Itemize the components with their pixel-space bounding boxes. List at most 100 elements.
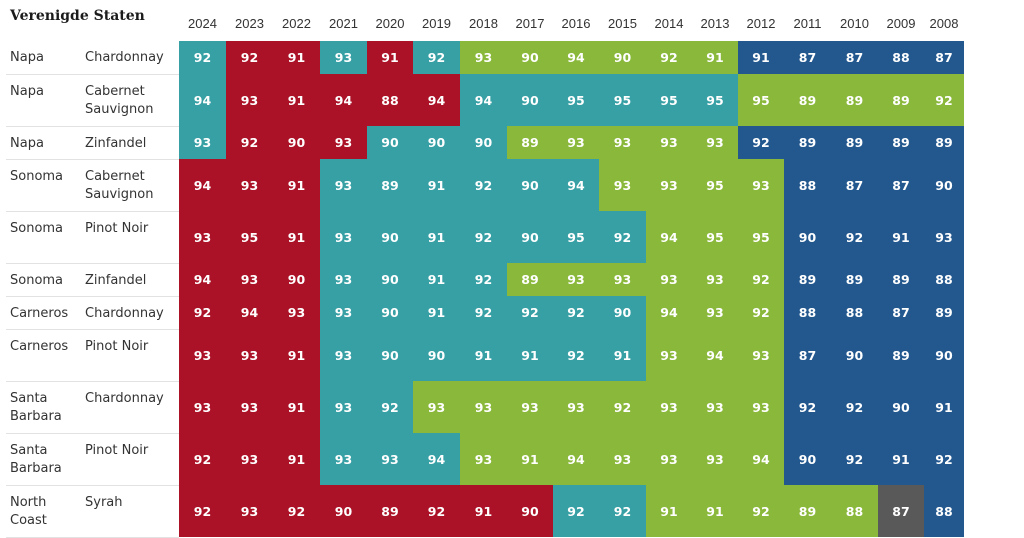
page-title: Verenigde Staten [10,8,145,24]
score-cell: 93 [692,126,738,159]
score-cell: 90 [507,41,553,74]
variety-cell: Zinfandel [81,263,179,297]
score-cell: 90 [878,381,924,433]
variety-cell: Chardonnay [81,296,179,330]
score-cell: 93 [646,159,692,211]
score-cell: 93 [553,263,599,296]
region-cell: Napa [6,126,81,160]
year-header: 2011 [793,16,822,31]
score-cell: 92 [738,485,784,537]
region-header [6,6,81,41]
score-cell: 91 [413,211,460,263]
year-header-row: 2024 2023 2022 2021 2020 2019 2018 2017 2016 2015… [6,6,964,41]
score-cell: 89 [784,485,831,537]
score-cell: 94 [692,329,738,381]
score-cell: 92 [460,159,507,211]
score-cell: 90 [784,211,831,263]
score-cell: 93 [226,159,273,211]
score-cell: 91 [507,433,553,485]
score-cell: 92 [226,126,273,159]
variety-cell: Pinot Noir [81,433,179,486]
score-cell: 93 [320,159,367,211]
score-cell: 90 [599,41,646,74]
region-cell: Santa Barbara [6,381,81,434]
score-cell: 91 [460,485,507,537]
score-cell: 89 [784,74,831,126]
score-cell: 90 [367,126,413,159]
score-cell: 91 [878,433,924,485]
score-cell: 90 [367,263,413,296]
score-cell: 93 [599,433,646,485]
score-cell: 89 [784,126,831,159]
score-cell: 95 [738,211,784,263]
score-cell: 93 [460,433,507,485]
table-row: Carneros Pinot Noir 93 93 91 93 90 90 91 91 92 91 93… [6,329,964,382]
score-cell: 93 [320,381,367,433]
score-cell: 92 [413,41,460,74]
table-row: Santa Barbara Chardonnay 93 93 91 93 92 93 93 93 9… [6,381,964,434]
score-cell: 95 [599,74,646,126]
score-cell: 94 [553,159,599,211]
score-cell: 93 [692,433,738,485]
score-cell: 89 [878,126,924,159]
table-row: North Coast Syrah 92 93 92 90 89 92 91 90 92 92 91 91… [6,485,964,538]
score-cell: 93 [646,329,692,381]
vintage-table: 2024 2023 2022 2021 2020 2019 2018 2017 2016 2015… [6,6,964,538]
table-row: Carneros Chardonnay 92 94 93 93 90 91 92 92 92 90 94… [6,296,964,330]
score-cell: 90 [367,296,413,329]
score-cell: 92 [460,296,507,329]
score-cell: 91 [646,485,692,537]
score-cell: 91 [273,329,320,381]
score-cell: 92 [179,485,226,537]
score-cell: 89 [367,159,413,211]
table-body: Napa Chardonnay 92 92 91 93 91 92 93 90 94 90 92 91 91… [6,41,964,538]
score-cell: 93 [226,263,273,296]
score-cell: 92 [179,296,226,329]
score-cell: 92 [179,41,226,74]
score-cell: 91 [273,433,320,485]
score-cell: 95 [553,211,599,263]
score-cell: 92 [367,381,413,433]
score-cell: 90 [273,126,320,159]
score-cell: 94 [460,74,507,126]
score-cell: 94 [179,159,226,211]
score-cell: 90 [507,159,553,211]
score-cell: 93 [738,159,784,211]
score-cell: 94 [320,74,367,126]
score-cell: 93 [179,211,226,263]
year-header: 2018 [469,16,498,31]
score-cell: 91 [273,211,320,263]
score-cell: 92 [460,263,507,296]
region-cell: Sonoma [6,263,81,297]
score-cell: 89 [831,263,878,296]
score-cell: 92 [924,433,964,485]
score-cell: 94 [179,263,226,296]
score-cell: 92 [553,485,599,537]
score-cell: 95 [692,211,738,263]
year-header: 2008 [929,16,959,31]
score-cell: 93 [320,41,367,74]
score-cell: 93 [179,329,226,381]
region-cell: Sonoma [6,159,81,212]
score-cell: 92 [738,126,784,159]
score-cell: 94 [553,433,599,485]
score-cell: 95 [692,159,738,211]
year-header: 2022 [282,16,311,31]
score-cell: 92 [599,211,646,263]
score-cell: 93 [646,263,692,296]
year-header: 2019 [422,16,451,31]
score-cell: 93 [413,381,460,433]
score-cell: 93 [692,296,738,329]
score-cell: 91 [878,211,924,263]
region-cell: Santa Barbara [6,433,81,486]
year-header: 2015 [608,16,637,31]
table-row: Santa Barbara Pinot Noir 92 93 91 93 93 94 93 91 9… [6,433,964,486]
score-cell: 90 [273,263,320,296]
region-cell: North Coast [6,485,81,538]
score-cell: 91 [460,329,507,381]
score-cell: 92 [507,296,553,329]
score-cell: 94 [413,433,460,485]
variety-cell: Zinfandel [81,126,179,160]
score-cell: 94 [646,211,692,263]
score-cell: 89 [831,126,878,159]
